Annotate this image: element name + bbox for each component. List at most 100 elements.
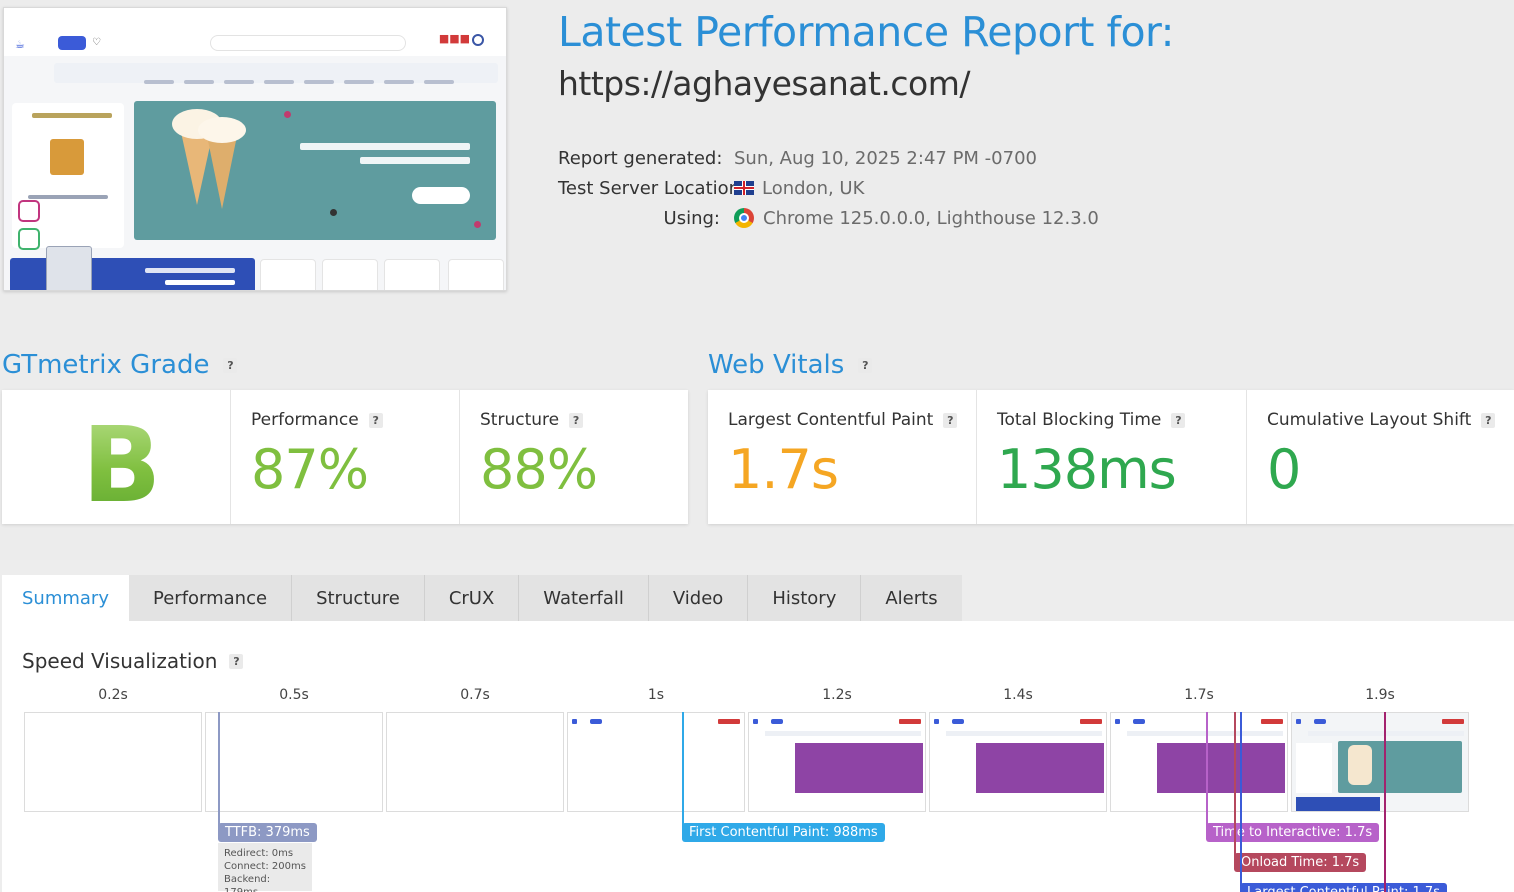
website-screenshot-thumbnail[interactable]: ☕ ♡ ■■■: [3, 7, 507, 291]
report-tabs: Summary Performance Structure CrUX Water…: [2, 575, 962, 621]
thumb-instagram-icon: [18, 200, 40, 222]
structure-label-text: Structure: [480, 410, 560, 430]
report-generated-value: Sun, Aug 10, 2025 2:47 PM -0700: [734, 147, 1037, 169]
cls-label-text: Cumulative Layout Shift: [1267, 410, 1472, 430]
frame-time-label: 1.2s: [822, 687, 852, 703]
filmstrip-frame[interactable]: [1291, 712, 1469, 812]
report-url: https://aghayesanat.com/: [558, 64, 971, 103]
speed-visualization-heading: Speed Visualization: [22, 649, 218, 673]
help-icon[interactable]: ?: [1481, 412, 1496, 428]
frame-time-label: 1.7s: [1184, 687, 1214, 703]
tti-marker-label: Time to Interactive: 1.7s: [1206, 823, 1380, 842]
meta-value: Chrome 125.0.0.0, Lighthouse 12.3.0: [734, 208, 1099, 229]
thumb-nav-bar: [54, 63, 498, 83]
tab-structure[interactable]: Structure: [292, 575, 425, 621]
performance-label-text: Performance: [251, 410, 359, 430]
fcp-marker-label: First Contentful Paint: 988ms: [682, 823, 885, 842]
web-vitals-cards: Largest Contentful Paint? 1.7s Total Blo…: [708, 390, 1514, 524]
tbt-label-text: Total Blocking Time: [997, 410, 1162, 430]
filmstrip-frame[interactable]: [24, 712, 202, 812]
server-location-value: London, UK: [762, 177, 865, 199]
frame-time-label: 1s: [647, 687, 665, 703]
gtmetrix-grade-title: GTmetrix Grade ?: [2, 350, 238, 380]
cls-value: 0: [1267, 438, 1301, 501]
report-title: Latest Performance Report for:: [558, 8, 1175, 56]
tab-crux[interactable]: CrUX: [424, 575, 520, 621]
ttfb-redirect: Redirect: 0ms: [224, 848, 294, 859]
lcp-card: Largest Contentful Paint? 1.7s: [708, 390, 977, 524]
web-vitals-title: Web Vitals ?: [708, 350, 873, 380]
help-icon[interactable]: ?: [943, 412, 958, 428]
filmstrip-frame[interactable]: [386, 712, 564, 812]
tab-history[interactable]: History: [748, 575, 862, 621]
meta-label: Report generated:: [558, 147, 723, 169]
filmstrip-frame[interactable]: [929, 712, 1107, 812]
thumb-cup-icon: ☕: [15, 38, 25, 51]
tab-waterfall[interactable]: Waterfall: [519, 575, 649, 621]
cls-card: Cumulative Layout Shift? 0: [1247, 390, 1514, 524]
lcp-label: Largest Contentful Paint?: [728, 410, 958, 430]
filmstrip-frame[interactable]: [205, 712, 383, 812]
structure-card: Structure? 88%: [460, 390, 688, 524]
filmstrip-frame[interactable]: [748, 712, 926, 812]
thumb-bottom-banner: [10, 246, 255, 290]
meta-value: Sun, Aug 10, 2025 2:47 PM -0700: [734, 148, 1037, 169]
tbt-value: 138ms: [997, 438, 1177, 501]
structure-value: 88%: [480, 438, 598, 501]
ttfb-backend: Backend: 179ms: [224, 874, 271, 892]
ttfb-details: Redirect: 0ms Connect: 200ms Backend: 17…: [218, 843, 312, 892]
report-meta: Report generated: Sun, Aug 10, 2025 2:47…: [558, 143, 1099, 233]
help-icon[interactable]: ?: [858, 357, 873, 373]
thumb-nav-items: [134, 69, 494, 84]
frame-time-label: 0.2s: [98, 687, 128, 703]
browser-value: Chrome 125.0.0.0, Lighthouse 12.3.0: [763, 207, 1099, 229]
grade-letter: B: [82, 404, 162, 526]
tbt-label: Total Blocking Time?: [997, 410, 1186, 430]
ttfb-connect: Connect: 200ms: [224, 861, 306, 872]
lcp-marker-line: [1240, 712, 1242, 892]
thumb-side-card: [12, 103, 124, 248]
meta-row-using: Using: Chrome 125.0.0.0, Lighthouse 12.3…: [558, 203, 1099, 233]
frame-time-label: 0.7s: [460, 687, 490, 703]
help-icon[interactable]: ?: [1171, 412, 1186, 428]
web-vitals-heading: Web Vitals: [708, 350, 845, 380]
thumb-logo: ■■■: [420, 32, 484, 52]
ttfb-marker-label: TTFB: 379ms: [218, 823, 317, 842]
filmstrip-frame[interactable]: [567, 712, 745, 812]
meta-value: London, UK: [734, 178, 864, 199]
tab-summary[interactable]: Summary: [2, 575, 129, 621]
tab-video[interactable]: Video: [648, 575, 749, 621]
cls-label: Cumulative Layout Shift?: [1267, 410, 1496, 430]
speed-visualization-title: Speed Visualization ?: [22, 649, 244, 673]
chrome-icon: [734, 208, 754, 228]
tab-performance[interactable]: Performance: [129, 575, 293, 621]
tti-marker-line: [1206, 712, 1208, 828]
thumb-search-box: [210, 35, 406, 51]
grade-card: B: [2, 390, 231, 526]
structure-label: Structure?: [480, 410, 584, 430]
thumb-hero-banner: [134, 101, 496, 240]
gtmetrix-grade-heading: GTmetrix Grade: [2, 350, 210, 380]
tab-alerts[interactable]: Alerts: [861, 575, 962, 621]
lcp-value: 1.7s: [728, 438, 839, 501]
frame-time-label: 1.9s: [1365, 687, 1395, 703]
thumb-blue-button: [58, 36, 86, 50]
help-icon[interactable]: ?: [569, 412, 584, 428]
performance-card: Performance? 87%: [231, 390, 460, 524]
help-icon[interactable]: ?: [229, 653, 244, 669]
frame-time-label: 0.5s: [279, 687, 309, 703]
performance-label: Performance?: [251, 410, 383, 430]
ttfb-marker-line: [218, 712, 220, 828]
uk-flag-icon: [734, 181, 754, 195]
fcp-marker-line: [682, 712, 684, 828]
thumb-whatsapp-icon: [18, 228, 40, 250]
onload-marker-label: Onload Time: 1.7s: [1234, 853, 1367, 872]
help-icon[interactable]: ?: [223, 357, 238, 373]
meta-label: Using:: [663, 207, 720, 229]
help-icon[interactable]: ?: [368, 412, 383, 428]
filmstrip-frame[interactable]: [1110, 712, 1288, 812]
grade-cards: B Performance? 87% Structure? 88%: [2, 390, 688, 526]
onload-marker-line: [1234, 712, 1236, 858]
meta-row-location: Test Server Location: London, UK: [558, 173, 1099, 203]
meta-row-generated: Report generated: Sun, Aug 10, 2025 2:47…: [558, 143, 1099, 173]
